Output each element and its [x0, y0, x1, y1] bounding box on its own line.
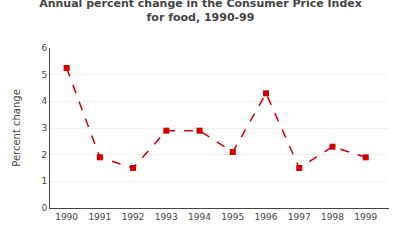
svg-text:1991: 1991 [88, 212, 111, 222]
svg-text:Percent change: Percent change [11, 89, 22, 167]
svg-text:1990: 1990 [55, 212, 78, 222]
svg-text:1999: 1999 [354, 212, 377, 222]
svg-text:1998: 1998 [321, 212, 344, 222]
svg-text:1993: 1993 [155, 212, 178, 222]
svg-text:3: 3 [41, 123, 47, 133]
svg-text:1996: 1996 [255, 212, 278, 222]
svg-text:1: 1 [41, 176, 47, 186]
svg-text:6: 6 [41, 43, 47, 53]
svg-text:1994: 1994 [188, 212, 211, 222]
svg-text:1995: 1995 [221, 212, 244, 222]
svg-text:5: 5 [41, 70, 47, 80]
svg-text:1992: 1992 [122, 212, 145, 222]
svg-text:2: 2 [41, 150, 47, 160]
svg-text:0: 0 [41, 203, 47, 213]
svg-text:Annual percent change in the C: Annual percent change in the Consumer Pr… [39, 0, 362, 24]
svg-text:4: 4 [41, 96, 47, 106]
svg-text:1997: 1997 [288, 212, 311, 222]
